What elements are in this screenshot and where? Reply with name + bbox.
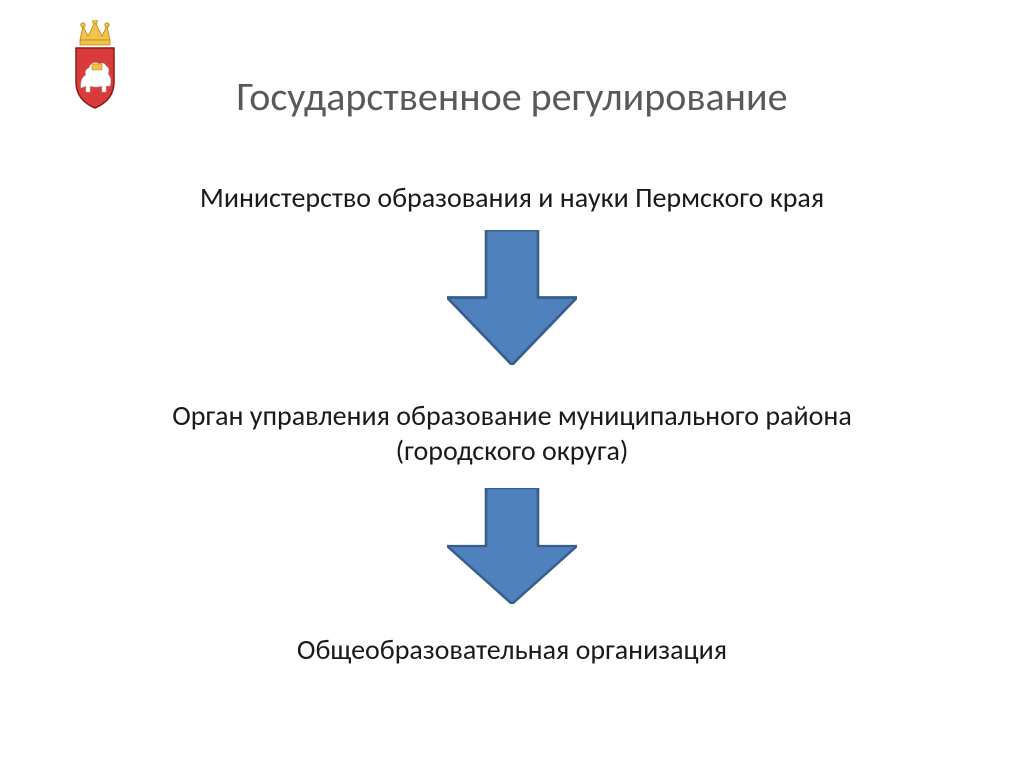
level-school-org: Общеобразовательная организация [0, 632, 1024, 667]
level-ministry: Министерство образования и науки Пермско… [0, 180, 1024, 215]
slide-title: Государственное регулирование [0, 72, 1024, 121]
down-arrow-icon [447, 230, 577, 370]
level-municipal-body: Орган управления образование муниципальн… [132, 398, 892, 468]
slide-root: Государственное регулирование Министерст… [0, 0, 1024, 768]
down-arrow-icon [447, 488, 577, 609]
